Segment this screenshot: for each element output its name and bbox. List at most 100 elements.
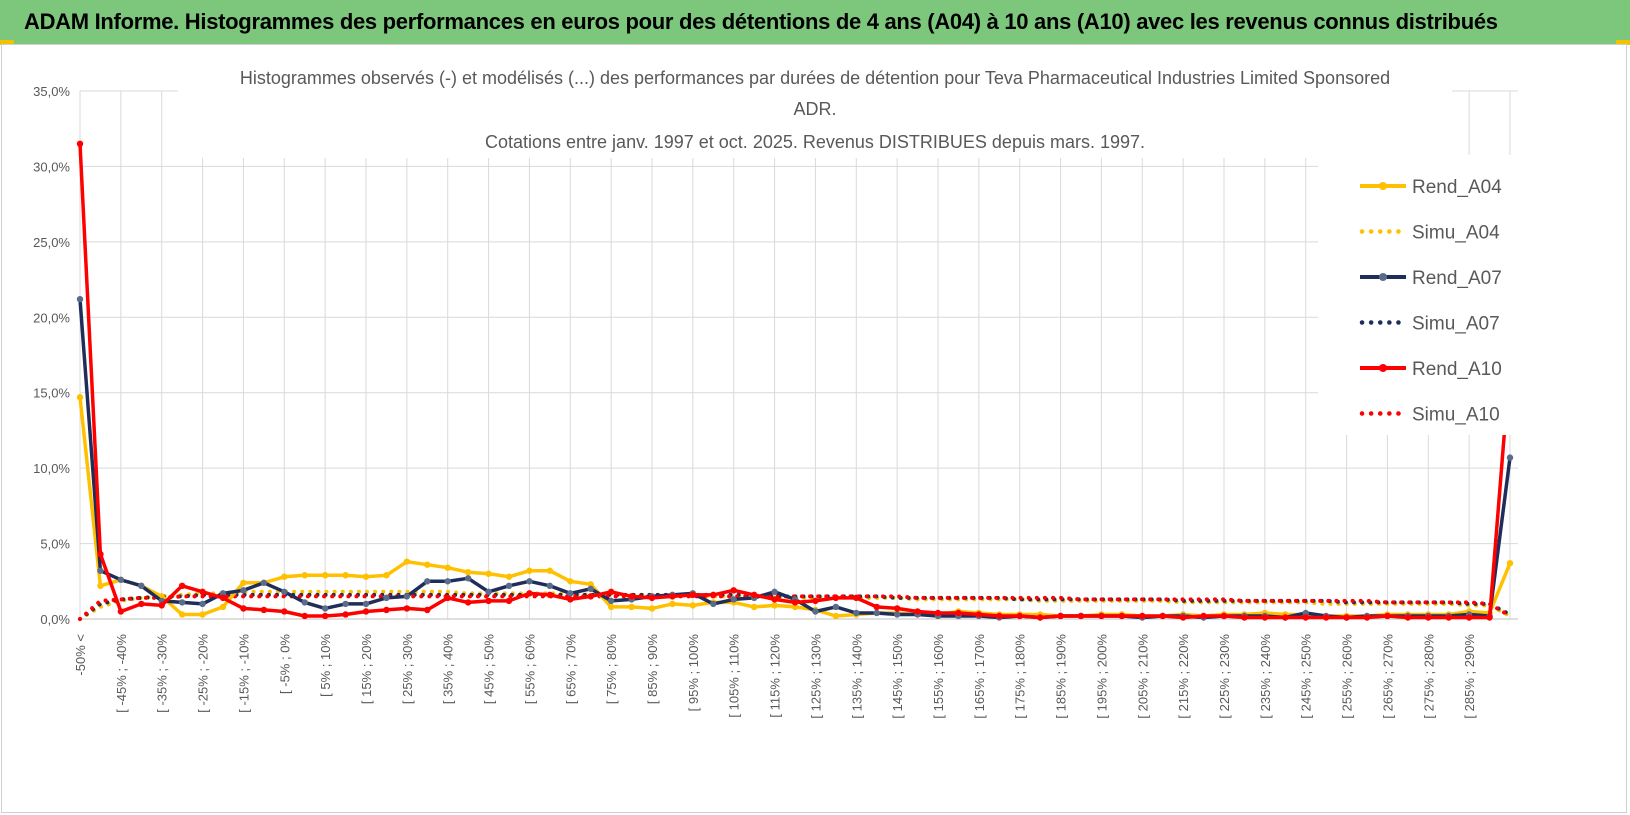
- data-point-rend-a10: [996, 612, 1003, 620]
- data-point-rend-a10: [526, 590, 533, 597]
- data-point-rend-a10: [934, 609, 942, 617]
- data-point-rend-a10: [628, 593, 635, 600]
- data-point-rend-a10: [97, 550, 104, 558]
- data-point-rend-a04: [342, 572, 349, 579]
- data-point-rend-a04: [648, 605, 656, 612]
- data-point-rend-a10: [812, 597, 819, 605]
- data-point-rend-a04: [383, 572, 390, 579]
- data-point-rend-a07: [893, 611, 901, 618]
- data-point-rend-a10: [567, 596, 574, 603]
- data-point-rend-a10: [1179, 614, 1187, 621]
- data-point-rend-a10: [76, 140, 84, 147]
- data-point-rend-a10: [1118, 612, 1126, 620]
- data-point-rend-a10: [853, 594, 860, 602]
- data-point-rend-a10: [281, 608, 288, 615]
- data-point-rend-a07: [853, 609, 860, 617]
- x-tick-label: [ 255% ; 260%: [1340, 634, 1355, 719]
- data-point-rend-a10: [1486, 614, 1493, 621]
- data-point-rend-a10: [1016, 612, 1023, 620]
- x-tick-label: [ 25% ; 30%: [400, 634, 415, 705]
- data-point-rend-a10: [301, 612, 308, 620]
- data-point-rend-a10: [260, 606, 268, 614]
- x-tick-label: [ 5% ; 10%: [318, 634, 333, 697]
- x-tick-label: [ -15% ; -10%: [236, 634, 251, 713]
- data-point-rend-a04: [689, 602, 697, 609]
- data-point-rend-a10: [138, 600, 145, 608]
- data-point-rend-a10: [505, 597, 513, 605]
- data-point-rend-a10: [444, 594, 451, 602]
- data-point-rend-a10: [893, 605, 901, 612]
- data-point-rend-a04: [321, 572, 329, 579]
- x-tick-label: [ 35% ; 40%: [441, 634, 456, 705]
- legend-marker-rend-a07: [1379, 273, 1387, 281]
- data-point-rend-a04: [464, 569, 472, 576]
- y-tick-label: 30,0%: [33, 159, 70, 174]
- data-point-rend-a04: [771, 602, 778, 609]
- chart-title-line: Cotations entre janv. 1997 et oct. 2025.…: [485, 132, 1145, 152]
- data-point-rend-a07: [730, 596, 737, 603]
- data-point-rend-a07: [240, 587, 247, 594]
- chart-title: Histogrammes observés (-) et modélisés (…: [240, 68, 1390, 152]
- data-point-rend-a07: [321, 605, 329, 612]
- data-point-rend-a10: [1302, 614, 1309, 621]
- x-tick-label: -50% <: [73, 634, 88, 676]
- data-point-rend-a07: [812, 608, 819, 615]
- data-point-rend-a10: [689, 591, 697, 599]
- data-point-rend-a07: [485, 588, 492, 596]
- data-point-rend-a10: [607, 588, 615, 596]
- data-point-rend-a07: [76, 295, 84, 303]
- data-point-rend-a04: [301, 572, 308, 579]
- legend-marker-rend-a04: [1379, 182, 1387, 190]
- data-point-rend-a04: [750, 603, 758, 611]
- x-tick-label: [ 75% ; 80%: [604, 634, 619, 705]
- data-point-rend-a07: [424, 578, 431, 585]
- gridlines: [79, 90, 1518, 620]
- legend-label-simu-a07: Simu_A07: [1412, 314, 1500, 335]
- data-point-rend-a10: [424, 606, 431, 614]
- data-point-rend-a04: [628, 603, 635, 611]
- x-tick-label: [ 235% ; 240%: [1258, 634, 1273, 719]
- data-point-rend-a04: [281, 573, 288, 580]
- data-point-rend-a07: [526, 578, 533, 585]
- data-point-rend-a10: [383, 606, 390, 614]
- x-tick-label: [ 95% ; 100%: [686, 634, 701, 712]
- data-point-rend-a07: [771, 588, 778, 596]
- data-point-rend-a07: [342, 600, 349, 608]
- data-point-rend-a10: [1241, 614, 1248, 621]
- data-point-rend-a10: [1425, 614, 1432, 621]
- chart-title-line: Histogrammes observés (-) et modélisés (…: [240, 68, 1390, 88]
- chart-frame: [1, 44, 1627, 813]
- data-point-rend-a04: [546, 567, 554, 574]
- data-point-rend-a10: [321, 612, 329, 620]
- data-point-rend-a04: [526, 567, 533, 574]
- data-point-rend-a10: [1465, 614, 1473, 621]
- x-tick-label: [ -45% ; -40%: [114, 634, 129, 713]
- y-tick-label: 5,0%: [40, 537, 70, 552]
- data-point-rend-a07: [546, 582, 554, 590]
- data-point-rend-a10: [710, 591, 717, 599]
- data-point-rend-a07: [199, 600, 206, 608]
- data-point-rend-a10: [362, 608, 370, 615]
- x-tick-label: [ 195% ; 200%: [1094, 634, 1109, 719]
- data-point-rend-a07: [505, 582, 513, 590]
- legend-label-rend-a10: Rend_A10: [1412, 359, 1502, 380]
- data-point-rend-a04: [403, 558, 411, 565]
- x-tick-label: [ 285% ; 290%: [1462, 634, 1477, 719]
- data-point-rend-a04: [505, 573, 513, 580]
- data-point-rend-a10: [199, 588, 206, 596]
- x-tick-label: [ 185% ; 190%: [1054, 634, 1069, 719]
- data-point-rend-a04: [444, 564, 451, 571]
- data-point-rend-a10: [1282, 614, 1289, 621]
- data-point-rend-a04: [485, 570, 492, 577]
- data-point-rend-a07: [1506, 454, 1514, 461]
- data-point-rend-a10: [1363, 614, 1371, 621]
- data-point-rend-a07: [260, 579, 268, 586]
- data-point-rend-a04: [424, 561, 431, 568]
- legend-background: [1318, 155, 1536, 435]
- data-point-rend-a10: [1343, 614, 1350, 621]
- x-tick-label: [ 125% ; 130%: [808, 634, 823, 719]
- legend-label-simu-a10: Simu_A10: [1412, 405, 1500, 426]
- y-tick-label: 35,0%: [33, 84, 70, 99]
- data-point-rend-a10: [158, 602, 165, 609]
